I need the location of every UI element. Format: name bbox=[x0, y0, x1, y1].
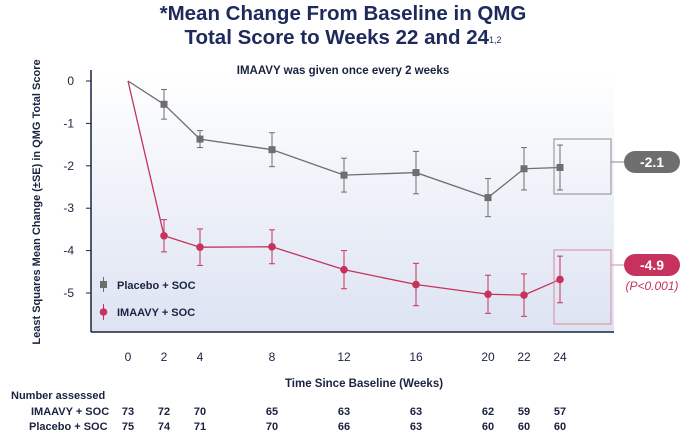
assessed-cell: 57 bbox=[553, 406, 567, 418]
assessed-cell: 75 bbox=[121, 421, 135, 433]
data-point-imaavy bbox=[520, 291, 528, 299]
assessed-cell: 60 bbox=[553, 421, 567, 433]
assessed-cell: 66 bbox=[337, 421, 351, 433]
assessed-cell: 70 bbox=[193, 406, 207, 418]
data-point-placebo bbox=[412, 169, 420, 177]
assessed-cell: 71 bbox=[193, 421, 207, 433]
data-point-imaavy bbox=[556, 275, 564, 284]
y-ticks: 0 -1 -2 -3 -4 -5 bbox=[63, 74, 91, 300]
data-point-imaavy bbox=[160, 231, 168, 240]
chart-subtitle: IMAAVY was given once every 2 weeks bbox=[237, 65, 449, 77]
title-line-1: *Mean Change From Baseline in QMG bbox=[159, 2, 527, 25]
imaavy-result-badge bbox=[624, 254, 680, 276]
y-tick-label: -1 bbox=[63, 116, 74, 130]
title-line-2: Total Score to Weeks 22 and 241,2 bbox=[0, 26, 686, 50]
x-tick-label: 2 bbox=[161, 350, 168, 364]
data-point-imaavy bbox=[340, 265, 348, 274]
legend-placebo-label: Placebo + SOC bbox=[117, 280, 196, 292]
title-superscript: 1,2 bbox=[489, 35, 502, 45]
x-tick-label: 22 bbox=[517, 350, 531, 364]
data-point-placebo bbox=[268, 146, 276, 154]
y-axis-label: Least Squares Mean Change (±SE) in QMG T… bbox=[31, 59, 43, 344]
x-tick-label: 24 bbox=[553, 350, 567, 364]
data-point-placebo bbox=[556, 163, 564, 171]
assessed-row-label: IMAAVY + SOC bbox=[31, 406, 110, 418]
assessed-cell: 74 bbox=[157, 421, 171, 433]
series-placebo bbox=[127, 80, 564, 218]
y-tick-label: -3 bbox=[63, 201, 74, 215]
assessed-cell: 70 bbox=[265, 421, 279, 433]
number-assessed-header: Number assessed bbox=[11, 390, 106, 402]
placebo-result-badge bbox=[624, 151, 680, 173]
x-axis-label: Time Since Baseline (Weeks) bbox=[285, 378, 443, 390]
assessed-cell: 60 bbox=[517, 421, 531, 433]
data-point-imaavy bbox=[484, 290, 492, 299]
data-point-placebo bbox=[160, 100, 168, 108]
assessed-cell: 60 bbox=[481, 421, 495, 433]
title-line-2-text: Total Score to Weeks 22 and 24 bbox=[184, 26, 490, 49]
series-imaavy bbox=[127, 80, 564, 317]
assessed-row-label: Placebo + SOC bbox=[29, 421, 108, 433]
y-tick-label: 0 bbox=[67, 74, 74, 88]
chart-title: *Mean Change From Baseline in QMG Total … bbox=[0, 2, 686, 50]
assessed-cell: 62 bbox=[481, 406, 495, 418]
number-assessed-table: Number assessed IMAAVY + SOC Placebo + S… bbox=[0, 388, 686, 439]
assessed-cell: 63 bbox=[409, 406, 423, 418]
assessed-cell: 59 bbox=[517, 406, 531, 418]
data-point-imaavy bbox=[412, 280, 420, 289]
x-tick-label: 4 bbox=[197, 350, 204, 364]
assessed-cell: 63 bbox=[337, 406, 351, 418]
assessed-cell: 73 bbox=[121, 406, 135, 418]
x-tick-label: 0 bbox=[125, 350, 132, 364]
data-point-placebo bbox=[520, 165, 528, 173]
x-tick-label: 20 bbox=[481, 350, 495, 364]
placebo-highlight-box bbox=[553, 138, 612, 195]
data-point-imaavy bbox=[268, 242, 276, 251]
assessed-cell: 65 bbox=[265, 406, 279, 418]
y-tick-label: -5 bbox=[63, 286, 74, 300]
assessed-cell: 63 bbox=[409, 421, 423, 433]
data-point-imaavy bbox=[196, 243, 204, 252]
imaavy-result-value: -4.9 bbox=[640, 257, 664, 273]
data-point-placebo bbox=[340, 171, 348, 179]
legend: Placebo + SOC IMAAVY + SOC bbox=[99, 277, 196, 320]
y-tick-label: -2 bbox=[63, 159, 74, 173]
series-layer bbox=[127, 80, 564, 317]
x-tick-label: 8 bbox=[269, 350, 276, 364]
data-point-placebo bbox=[484, 194, 492, 202]
y-tick-label: -4 bbox=[63, 244, 74, 258]
x-tick-label: 16 bbox=[409, 350, 423, 364]
placebo-result-value: -2.1 bbox=[640, 154, 664, 170]
imaavy-p-value: (P<0.001) bbox=[625, 279, 678, 293]
plot-area bbox=[91, 70, 614, 332]
data-point-placebo bbox=[196, 135, 204, 143]
legend-imaavy-label: IMAAVY + SOC bbox=[117, 307, 195, 319]
x-ticks: 0 2 4 8 12 16 20 22 24 bbox=[125, 350, 567, 364]
imaavy-highlight-box bbox=[553, 249, 612, 325]
x-tick-label: 12 bbox=[337, 350, 351, 364]
assessed-cell: 72 bbox=[157, 406, 171, 418]
